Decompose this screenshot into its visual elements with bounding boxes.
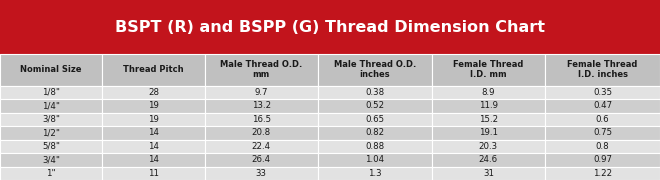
Bar xyxy=(545,153,660,166)
Text: 19: 19 xyxy=(148,101,159,110)
Bar xyxy=(545,140,660,153)
Text: 0.88: 0.88 xyxy=(366,142,384,151)
Text: Thread Pitch: Thread Pitch xyxy=(123,65,183,74)
Bar xyxy=(318,54,432,86)
Text: 11: 11 xyxy=(148,169,159,178)
Text: 9.7: 9.7 xyxy=(255,88,268,97)
Text: 0.38: 0.38 xyxy=(366,88,384,97)
Bar xyxy=(432,54,545,86)
Bar xyxy=(432,126,545,140)
Bar xyxy=(432,166,545,180)
Text: 24.6: 24.6 xyxy=(479,155,498,164)
Bar xyxy=(205,99,318,112)
Text: Nominal Size: Nominal Size xyxy=(20,65,82,74)
Text: 28: 28 xyxy=(148,88,159,97)
Bar xyxy=(318,166,432,180)
Text: Male Thread O.D.
mm: Male Thread O.D. mm xyxy=(220,60,302,79)
Bar xyxy=(318,86,432,99)
Bar xyxy=(545,112,660,126)
Bar xyxy=(545,166,660,180)
Text: 1.3: 1.3 xyxy=(368,169,381,178)
Bar xyxy=(0,54,102,86)
Text: 26.4: 26.4 xyxy=(252,155,271,164)
Bar xyxy=(205,86,318,99)
Text: 0.75: 0.75 xyxy=(593,128,612,137)
Text: 3/4": 3/4" xyxy=(42,155,60,164)
Bar xyxy=(545,126,660,140)
Text: 31: 31 xyxy=(483,169,494,178)
Bar xyxy=(432,112,545,126)
Text: 19: 19 xyxy=(148,115,159,124)
Bar xyxy=(102,126,205,140)
Text: 0.82: 0.82 xyxy=(366,128,384,137)
Text: 19.1: 19.1 xyxy=(479,128,498,137)
Bar xyxy=(205,112,318,126)
Text: Female Thread
I.D. mm: Female Thread I.D. mm xyxy=(453,60,523,79)
Text: 20.8: 20.8 xyxy=(252,128,271,137)
Bar xyxy=(0,153,102,166)
Bar xyxy=(0,166,102,180)
Text: 0.6: 0.6 xyxy=(596,115,609,124)
Bar xyxy=(102,86,205,99)
Bar xyxy=(0,140,102,153)
Bar xyxy=(432,86,545,99)
Bar xyxy=(102,99,205,112)
Bar xyxy=(432,99,545,112)
Bar xyxy=(0,86,102,99)
Bar xyxy=(205,140,318,153)
Bar xyxy=(432,153,545,166)
Text: 0.47: 0.47 xyxy=(593,101,612,110)
Text: 13.2: 13.2 xyxy=(252,101,271,110)
Bar xyxy=(0,112,102,126)
Text: 8.9: 8.9 xyxy=(482,88,495,97)
Text: 1/2": 1/2" xyxy=(42,128,60,137)
Text: 22.4: 22.4 xyxy=(252,142,271,151)
Bar xyxy=(545,99,660,112)
Bar xyxy=(205,126,318,140)
Bar xyxy=(318,126,432,140)
Text: 1/8": 1/8" xyxy=(42,88,60,97)
Text: 14: 14 xyxy=(148,128,159,137)
Text: 1.22: 1.22 xyxy=(593,169,612,178)
Text: 15.2: 15.2 xyxy=(479,115,498,124)
Bar xyxy=(102,166,205,180)
Bar xyxy=(205,54,318,86)
Text: 16.5: 16.5 xyxy=(252,115,271,124)
Text: 3/8": 3/8" xyxy=(42,115,60,124)
Bar xyxy=(545,54,660,86)
Text: 14: 14 xyxy=(148,155,159,164)
Bar xyxy=(102,153,205,166)
Text: 33: 33 xyxy=(256,169,267,178)
Bar xyxy=(102,112,205,126)
Text: 11.9: 11.9 xyxy=(479,101,498,110)
Bar xyxy=(318,99,432,112)
Text: 1/4": 1/4" xyxy=(42,101,60,110)
Text: 0.8: 0.8 xyxy=(596,142,609,151)
Text: 5/8": 5/8" xyxy=(42,142,60,151)
Text: 0.52: 0.52 xyxy=(366,101,384,110)
Text: Female Thread
I.D. inches: Female Thread I.D. inches xyxy=(568,60,638,79)
Bar xyxy=(318,140,432,153)
Bar xyxy=(318,112,432,126)
Bar xyxy=(318,153,432,166)
Text: BSPT (R) and BSPP (G) Thread Dimension Chart: BSPT (R) and BSPP (G) Thread Dimension C… xyxy=(115,19,545,35)
Bar xyxy=(0,126,102,140)
Bar xyxy=(205,153,318,166)
Text: 0.35: 0.35 xyxy=(593,88,612,97)
Bar xyxy=(0,99,102,112)
Text: Male Thread O.D.
inches: Male Thread O.D. inches xyxy=(334,60,416,79)
Bar xyxy=(205,166,318,180)
Text: 1.04: 1.04 xyxy=(366,155,384,164)
Text: 0.97: 0.97 xyxy=(593,155,612,164)
Text: 1": 1" xyxy=(46,169,56,178)
Bar xyxy=(102,140,205,153)
Bar xyxy=(545,86,660,99)
Bar xyxy=(0,0,660,54)
Text: 20.3: 20.3 xyxy=(479,142,498,151)
Text: 0.65: 0.65 xyxy=(366,115,384,124)
Bar xyxy=(102,54,205,86)
Bar xyxy=(432,140,545,153)
Text: 14: 14 xyxy=(148,142,159,151)
